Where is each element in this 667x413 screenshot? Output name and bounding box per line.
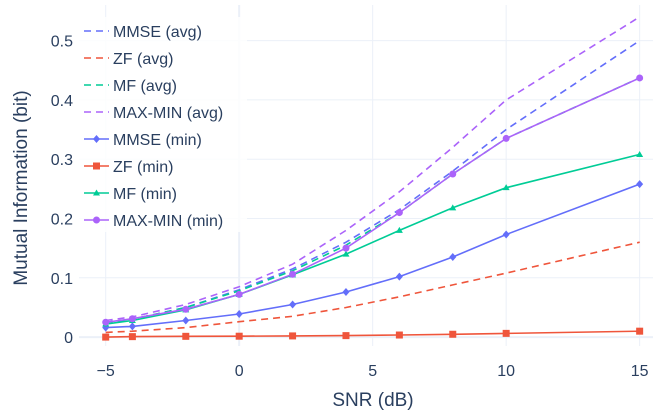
series-zf-avg — [105, 241, 640, 334]
legend: MMSE (avg) ZF (avg) MF (avg) MAX-MIN (avg) M… — [79, 17, 247, 232]
legend-label: MMSE (avg) — [113, 24, 202, 41]
data-point-mmse-min — [502, 230, 510, 239]
series-line-max-min-min — [105, 77, 641, 324]
data-point-mmse-min — [636, 180, 644, 189]
data-point-mf-min — [449, 204, 457, 211]
data-point-max-min-min — [182, 305, 190, 313]
y-tick-label: 0.5 — [51, 34, 73, 51]
data-point-mmse-min — [182, 316, 190, 325]
data-point-max-min-min — [128, 315, 136, 323]
data-point-max-min-min — [502, 134, 510, 142]
data-point-zf-min — [182, 332, 190, 340]
y-tick-label: 0 — [64, 330, 73, 347]
data-point-zf-min — [636, 327, 644, 335]
y-tick-label: 0.2 — [51, 211, 73, 228]
data-point-max-min-min — [235, 290, 243, 298]
y-axis-ticks: 0 0.1 0.2 0.3 0.4 0.5 — [51, 34, 73, 348]
data-point-zf-min — [395, 331, 403, 339]
data-point-zf-min — [128, 333, 136, 341]
legend-item-mmse-avg: MMSE (avg) — [84, 24, 202, 41]
data-point-zf-min — [502, 329, 510, 337]
legend-label: ZF (min) — [113, 159, 173, 176]
legend-item-mf-avg: MF (avg) — [84, 78, 177, 95]
x-axis-title: SNR (dB) — [332, 390, 413, 411]
data-point-zf-min — [235, 332, 243, 340]
series-layer — [102, 16, 644, 341]
data-point-mmse-min — [395, 272, 403, 281]
data-point-max-min-min — [289, 270, 297, 278]
legend-label: MF (avg) — [113, 78, 177, 95]
data-point-mf-min — [395, 226, 403, 233]
legend-item-zf-min: ZF (min) — [84, 159, 173, 176]
data-point-zf-min — [289, 332, 297, 340]
series-line-max-min-avg — [105, 16, 641, 322]
legend-item-max-min-avg: MAX-MIN (avg) — [84, 105, 223, 122]
series-line-mf-min — [105, 153, 640, 325]
data-point-zf-min — [342, 332, 350, 340]
legend-marker — [93, 189, 100, 196]
data-point-zf-min — [449, 330, 457, 338]
y-tick-label: 0.1 — [51, 271, 73, 288]
series-line-mmse-min — [105, 183, 640, 329]
data-point-mmse-min — [449, 253, 457, 262]
x-axis-ticks: −5 0 5 10 15 — [97, 363, 649, 380]
series-zf-min — [102, 327, 644, 341]
data-point-max-min-min — [102, 318, 110, 326]
data-point-mf-min — [502, 184, 510, 191]
legend-marker — [93, 216, 100, 224]
series-max-min-avg — [105, 16, 641, 322]
data-point-max-min-min — [395, 209, 403, 217]
legend-label: MAX-MIN (min) — [113, 213, 223, 230]
legend-item-zf-avg: ZF (avg) — [84, 51, 173, 68]
data-point-zf-min — [102, 333, 110, 341]
legend-label: MMSE (min) — [113, 132, 202, 149]
data-point-mmse-min — [342, 288, 350, 297]
legend-label: MF (min) — [113, 186, 177, 203]
series-line-zf-min — [105, 330, 640, 338]
x-tick-label: 10 — [497, 363, 515, 380]
x-tick-label: 5 — [368, 363, 377, 380]
data-point-max-min-min — [342, 244, 350, 252]
data-point-mf-min — [342, 250, 350, 257]
legend-item-max-min-min: MAX-MIN (min) — [84, 213, 223, 230]
series-line-zf-avg — [105, 241, 640, 334]
legend-marker — [93, 135, 100, 143]
legend-background — [79, 17, 247, 232]
data-point-mf-min — [636, 150, 644, 157]
legend-label: MAX-MIN (avg) — [113, 105, 223, 122]
legend-item-mf-min: MF (min) — [84, 186, 177, 203]
x-tick-label: −5 — [97, 363, 115, 380]
y-tick-label: 0.3 — [51, 152, 73, 169]
data-point-mmse-min — [289, 300, 297, 309]
legend-item-mmse-min: MMSE (min) — [84, 132, 202, 149]
y-tick-label: 0.4 — [51, 93, 73, 110]
legend-label: ZF (avg) — [113, 51, 173, 68]
data-point-mmse-min — [235, 309, 243, 318]
legend-marker — [93, 162, 100, 170]
x-tick-label: 15 — [631, 363, 649, 380]
data-point-max-min-min — [636, 74, 644, 82]
x-tick-label: 0 — [235, 363, 244, 380]
data-point-mmse-min — [128, 322, 136, 331]
data-point-max-min-min — [449, 170, 457, 178]
y-axis-title: Mutual Information (bit) — [11, 90, 32, 285]
series-max-min-min — [102, 74, 644, 326]
